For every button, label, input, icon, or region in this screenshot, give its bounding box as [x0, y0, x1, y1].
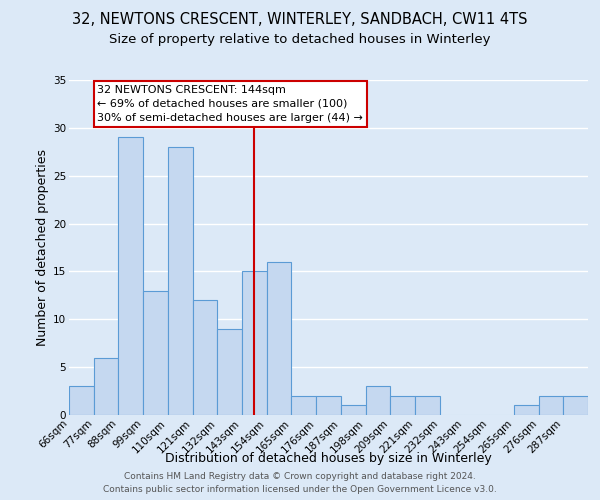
Bar [193, 300, 217, 415]
Bar [390, 396, 415, 415]
Bar [118, 138, 143, 415]
Y-axis label: Number of detached properties: Number of detached properties [36, 149, 49, 346]
Bar [292, 396, 316, 415]
Bar [563, 396, 588, 415]
Bar [514, 406, 539, 415]
Bar [341, 406, 365, 415]
Text: 32, NEWTONS CRESCENT, WINTERLEY, SANDBACH, CW11 4TS: 32, NEWTONS CRESCENT, WINTERLEY, SANDBAC… [72, 12, 528, 28]
Bar [242, 272, 267, 415]
Bar [267, 262, 292, 415]
Text: Contains public sector information licensed under the Open Government Licence v3: Contains public sector information licen… [103, 485, 497, 494]
Bar [365, 386, 390, 415]
Bar [143, 290, 168, 415]
Text: Size of property relative to detached houses in Winterley: Size of property relative to detached ho… [109, 32, 491, 46]
Bar [539, 396, 563, 415]
Bar [316, 396, 341, 415]
Bar [94, 358, 118, 415]
Text: 32 NEWTONS CRESCENT: 144sqm
← 69% of detached houses are smaller (100)
30% of se: 32 NEWTONS CRESCENT: 144sqm ← 69% of det… [97, 85, 363, 123]
Bar [69, 386, 94, 415]
Bar [217, 329, 242, 415]
Bar [415, 396, 440, 415]
Text: Distribution of detached houses by size in Winterley: Distribution of detached houses by size … [166, 452, 492, 465]
Text: Contains HM Land Registry data © Crown copyright and database right 2024.: Contains HM Land Registry data © Crown c… [124, 472, 476, 481]
Bar [168, 147, 193, 415]
